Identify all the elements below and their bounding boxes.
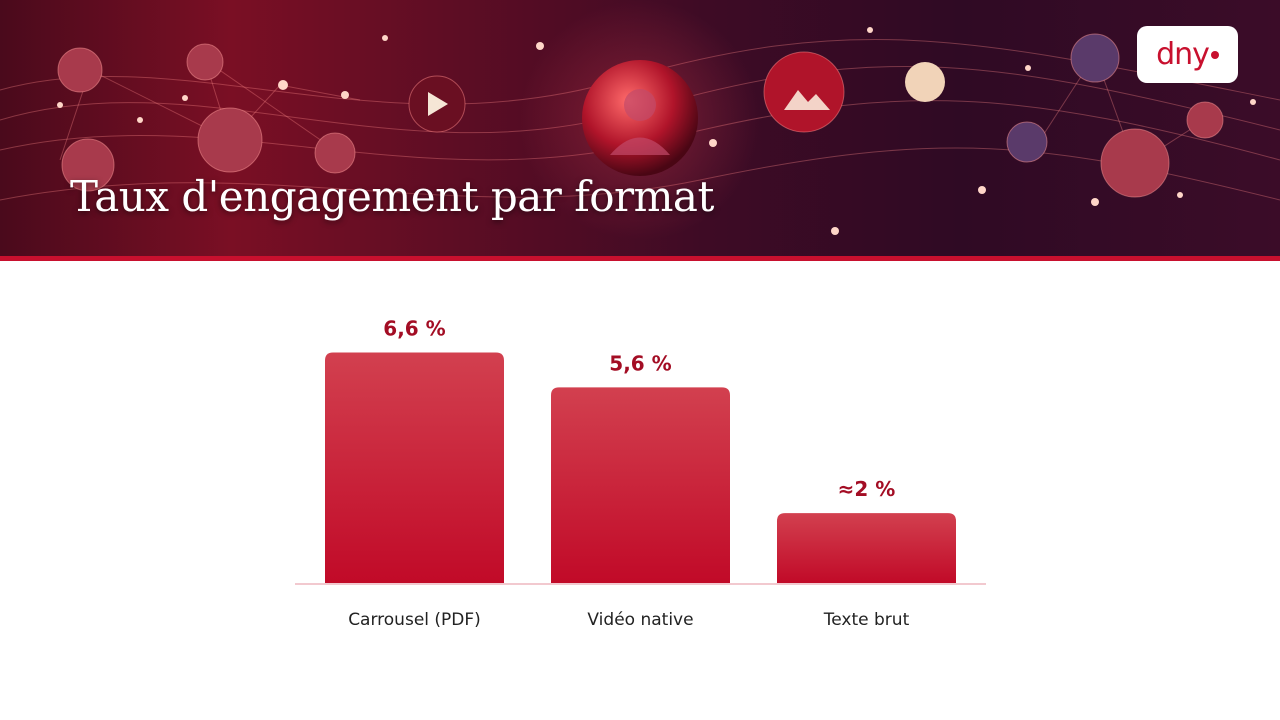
bar [777, 513, 956, 583]
brand-logo: dny [1137, 26, 1238, 83]
moon-icon [905, 62, 945, 102]
image-icon [763, 51, 845, 133]
category-label: Carrousel (PDF) [348, 610, 481, 630]
logo-dot-icon [1210, 50, 1219, 59]
category-label: Vidéo native [587, 610, 693, 630]
network-nodes [57, 27, 1256, 235]
bar-value-label: 6,6 % [383, 316, 445, 340]
network-illustration [0, 0, 1280, 240]
bar [325, 352, 504, 583]
banner-accent-line [0, 256, 1280, 261]
page-title: Taux d'engagement par format [70, 172, 714, 221]
bar-value-label: ≈2 % [838, 477, 896, 501]
avatar-icons [57, 33, 1224, 198]
bar [551, 387, 730, 583]
logo-text: dny [1156, 36, 1210, 72]
category-label: Texte brut [823, 610, 910, 630]
header-banner: Taux d'engagement par format dny [0, 0, 1280, 256]
bar-value-label: 5,6 % [609, 351, 671, 375]
